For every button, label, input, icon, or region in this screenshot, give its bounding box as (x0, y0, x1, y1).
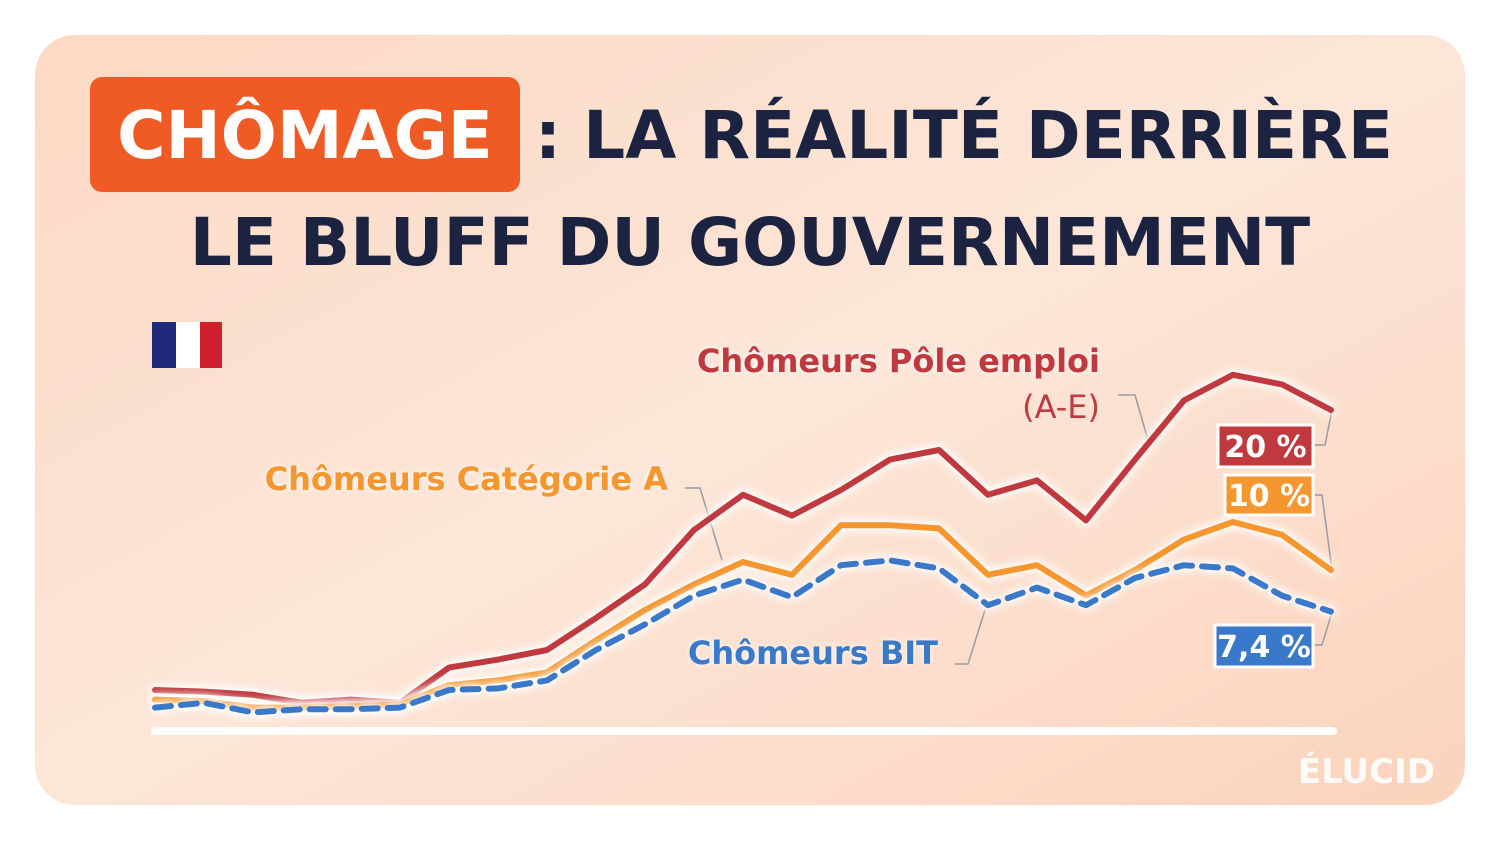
series-name: Chômeurs Catégorie A (265, 460, 669, 498)
title-line2: LE BLUFF DU GOUVERNEMENT (190, 204, 1310, 281)
value-label: 10 % (1228, 479, 1310, 514)
value-label: 7,4 % (1217, 630, 1311, 665)
title-highlight: CHÔMAGE (117, 97, 493, 174)
value-label-box (1213, 623, 1315, 669)
series-name: Chômeurs Pôle emploi (697, 342, 1100, 380)
leader-lines (685, 394, 1333, 665)
value-label-box (1216, 423, 1315, 469)
title-line1: LA RÉALITÉ DERRIÈRE (583, 96, 1393, 174)
series-line (152, 557, 1334, 716)
title-badge (90, 77, 520, 192)
value-label-box (1223, 473, 1315, 517)
brand: ÉLUCID (1298, 751, 1435, 792)
series-subname: (A-E) (1022, 388, 1100, 426)
series-line (152, 519, 1334, 711)
flag (152, 322, 222, 368)
title-separator: : (535, 97, 561, 174)
value-label: 20 % (1224, 430, 1306, 465)
card (35, 35, 1465, 805)
series-line (152, 371, 1334, 706)
series-name: Chômeurs BIT (688, 634, 938, 672)
